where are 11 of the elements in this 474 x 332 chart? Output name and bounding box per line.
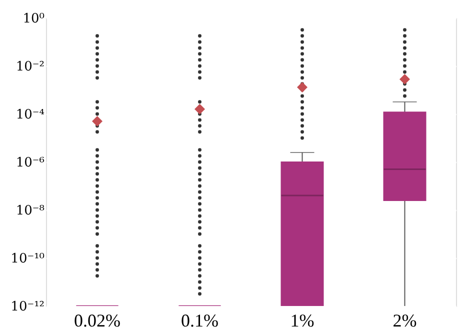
- y-tick-label: 10⁰: [22, 12, 44, 26]
- y-tick-label: 10⁻⁴: [16, 108, 44, 122]
- x-tick-label: 0.02%: [74, 310, 120, 330]
- y-tick-label: 10⁻¹⁰: [10, 252, 44, 266]
- y-tick-label: 10⁻⁶: [16, 156, 44, 170]
- x-tick-label: 2%: [392, 310, 417, 330]
- y-tick-label: 10⁻⁸: [16, 204, 44, 218]
- y-tick-label: 10⁻¹²: [10, 300, 44, 314]
- x-tick-label: 0.1%: [181, 310, 218, 330]
- y-tick-label: 10⁻²: [16, 60, 44, 74]
- x-tick-label: 1%: [290, 310, 314, 330]
